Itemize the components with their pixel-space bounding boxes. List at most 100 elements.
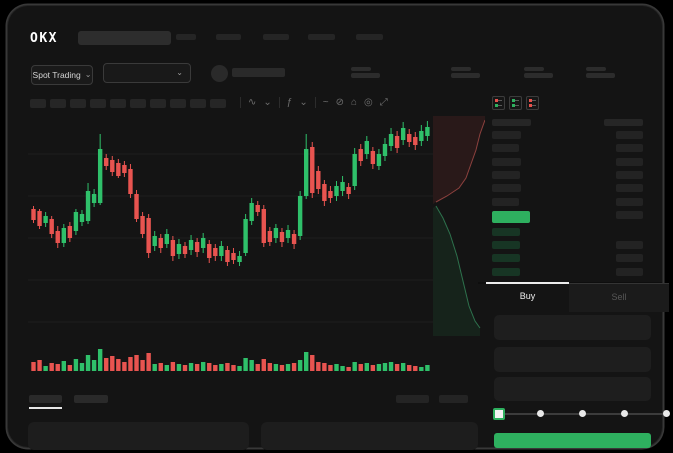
- book-bids-icon[interactable]: [509, 96, 522, 110]
- chevron-down-icon[interactable]: ⌄: [299, 97, 308, 108]
- nav-item-skeleton[interactable]: [216, 34, 241, 40]
- pair-selector-dropdown[interactable]: ⌄: [103, 63, 191, 83]
- bottom-tab-2-skeleton[interactable]: [74, 395, 108, 403]
- interval-chip-skeleton[interactable]: [130, 99, 146, 108]
- icon-pixel: [515, 100, 519, 101]
- stat-value-skeleton: [351, 73, 380, 78]
- icon-pixel: [529, 99, 532, 102]
- toolbar-divider: [278, 97, 280, 108]
- ask-price-skeleton: [492, 158, 521, 166]
- tab-sell[interactable]: Sell: [611, 292, 627, 302]
- bottom-action-2-skeleton[interactable]: [439, 395, 468, 403]
- ask-price-skeleton: [492, 198, 519, 206]
- interval-chip-skeleton[interactable]: [90, 99, 106, 108]
- settings-icon[interactable]: ◎: [364, 97, 373, 108]
- bottom-tab-1-skeleton[interactable]: [29, 395, 62, 403]
- chevron-down-icon: ⌄: [84, 70, 92, 79]
- icon-pixel: [495, 104, 498, 107]
- nav-item-skeleton[interactable]: [176, 34, 196, 40]
- slider-handle[interactable]: [493, 408, 505, 420]
- chevron-down-icon: ⌄: [176, 68, 183, 77]
- order-history-panel-skeleton: [261, 422, 478, 450]
- bid-price-skeleton: [492, 268, 520, 276]
- ask-size-skeleton: [616, 171, 643, 179]
- total-input-skeleton[interactable]: [494, 377, 651, 401]
- amount-input-skeleton[interactable]: [494, 347, 651, 372]
- ask-price-skeleton: [492, 171, 520, 179]
- buy-submit-button[interactable]: [494, 433, 651, 448]
- volume-histogram: [31, 349, 430, 371]
- ask-size-skeleton: [616, 198, 643, 206]
- bid-size-skeleton: [616, 241, 643, 249]
- search-bar-skeleton[interactable]: [78, 31, 171, 45]
- compare-icon[interactable]: ~: [322, 97, 329, 108]
- interval-chip-skeleton[interactable]: [50, 99, 66, 108]
- icon-pixel: [532, 105, 536, 106]
- bottom-tab-active-indicator: [29, 407, 62, 409]
- orderbook-header-price-skeleton: [492, 119, 531, 126]
- interval-chip-skeleton[interactable]: [150, 99, 166, 108]
- slider-stop-dot[interactable]: [537, 410, 544, 417]
- ask-size-skeleton: [616, 184, 643, 192]
- drawing-tool-icon[interactable]: ⊘: [335, 97, 344, 108]
- stat-value-skeleton: [524, 73, 553, 78]
- tab-buy[interactable]: Buy: [519, 291, 536, 301]
- interval-chip-skeleton[interactable]: [190, 99, 206, 108]
- icon-pixel: [529, 104, 532, 107]
- slider-stop-dot[interactable]: [663, 410, 670, 417]
- stat-label-skeleton: [451, 67, 471, 71]
- nav-item-skeleton[interactable]: [263, 34, 289, 40]
- interval-chip-skeleton[interactable]: [170, 99, 186, 108]
- book-both-icon[interactable]: [492, 96, 505, 110]
- slider-stop-dot[interactable]: [621, 410, 628, 417]
- pair-name-skeleton: [232, 68, 285, 77]
- trading-mode-label: Spot Trading: [32, 70, 81, 80]
- last-price-value[interactable]: [492, 211, 530, 223]
- slider-stop-dot[interactable]: [579, 410, 586, 417]
- ask-price-skeleton: [492, 184, 521, 192]
- stat-label-skeleton: [351, 67, 371, 71]
- ask-price-skeleton: [492, 144, 519, 152]
- stat-label-skeleton: [586, 67, 606, 71]
- nav-item-skeleton[interactable]: [308, 34, 335, 40]
- icon-pixel: [532, 100, 536, 101]
- bid-price-skeleton: [492, 228, 520, 236]
- toolbar-divider: [240, 97, 241, 108]
- okx-logo[interactable]: OKX: [30, 31, 58, 46]
- fullscreen-icon[interactable]: ⤢: [379, 97, 388, 108]
- bid-size-skeleton: [616, 268, 643, 276]
- nav-item-skeleton[interactable]: [356, 34, 383, 40]
- price-input-skeleton[interactable]: [494, 315, 651, 340]
- icon-pixel: [498, 105, 502, 106]
- ask-size-skeleton: [616, 131, 643, 139]
- ask-size-skeleton: [616, 144, 643, 152]
- stat-value-skeleton: [586, 73, 615, 78]
- bid-price-skeleton: [492, 241, 520, 249]
- chart-style-icon[interactable]: ∿: [248, 97, 257, 108]
- depth-profile: [433, 116, 485, 336]
- indicator-icon[interactable]: ƒ: [286, 97, 293, 108]
- ask-size-skeleton: [616, 158, 643, 166]
- bottom-action-1-skeleton[interactable]: [396, 395, 429, 403]
- candlestick-chart[interactable]: [28, 114, 433, 340]
- chevron-down-icon[interactable]: ⌄: [263, 97, 272, 108]
- last-price-side-skeleton: [616, 211, 643, 219]
- interval-chip-skeleton[interactable]: [30, 99, 46, 108]
- icon-pixel: [515, 105, 519, 106]
- pair-icon-skeleton: [211, 65, 228, 82]
- trading-mode-selector[interactable]: Spot Trading ⌄: [31, 65, 93, 85]
- app-window: OKX Spot Trading ⌄ ⌄ ∿ ⌄ ƒ ⌄ ~ ⊘ ⌂ ◎ ⤢: [8, 6, 670, 450]
- ask-price-skeleton: [492, 131, 521, 139]
- book-asks-icon[interactable]: [526, 96, 539, 110]
- icon-pixel: [512, 104, 515, 107]
- icon-pixel: [512, 99, 515, 102]
- bid-price-skeleton: [492, 254, 520, 262]
- camera-icon[interactable]: ⌂: [350, 97, 358, 108]
- interval-chip-skeleton[interactable]: [110, 99, 126, 108]
- stat-value-skeleton: [451, 73, 480, 78]
- sell-tab-bg: [569, 283, 669, 312]
- interval-chip-skeleton[interactable]: [70, 99, 86, 108]
- icon-pixel: [495, 99, 498, 102]
- interval-chip-skeleton[interactable]: [210, 99, 226, 108]
